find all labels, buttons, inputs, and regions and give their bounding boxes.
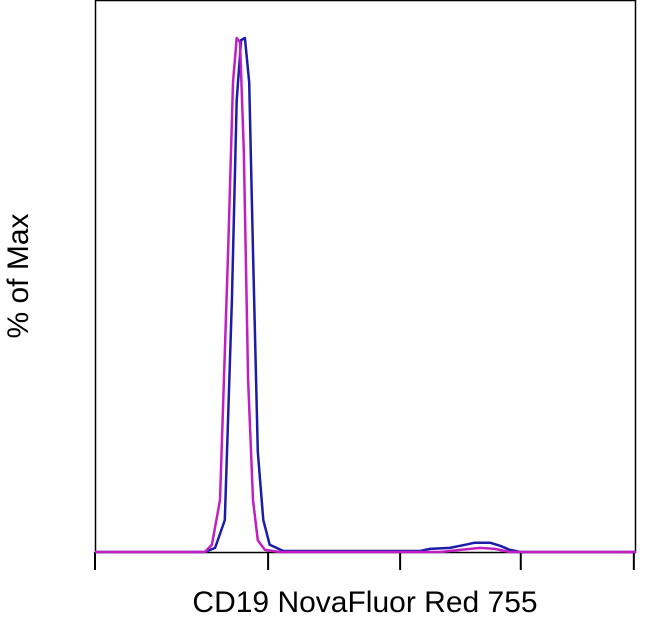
histogram-line: [95, 36, 636, 554]
y-axis-label: % of Max: [2, 213, 35, 338]
x-axis-label: CD19 NovaFluor Red 755: [192, 586, 537, 619]
histogram-line: [95, 36, 636, 554]
plot-frame: [94, 0, 637, 554]
